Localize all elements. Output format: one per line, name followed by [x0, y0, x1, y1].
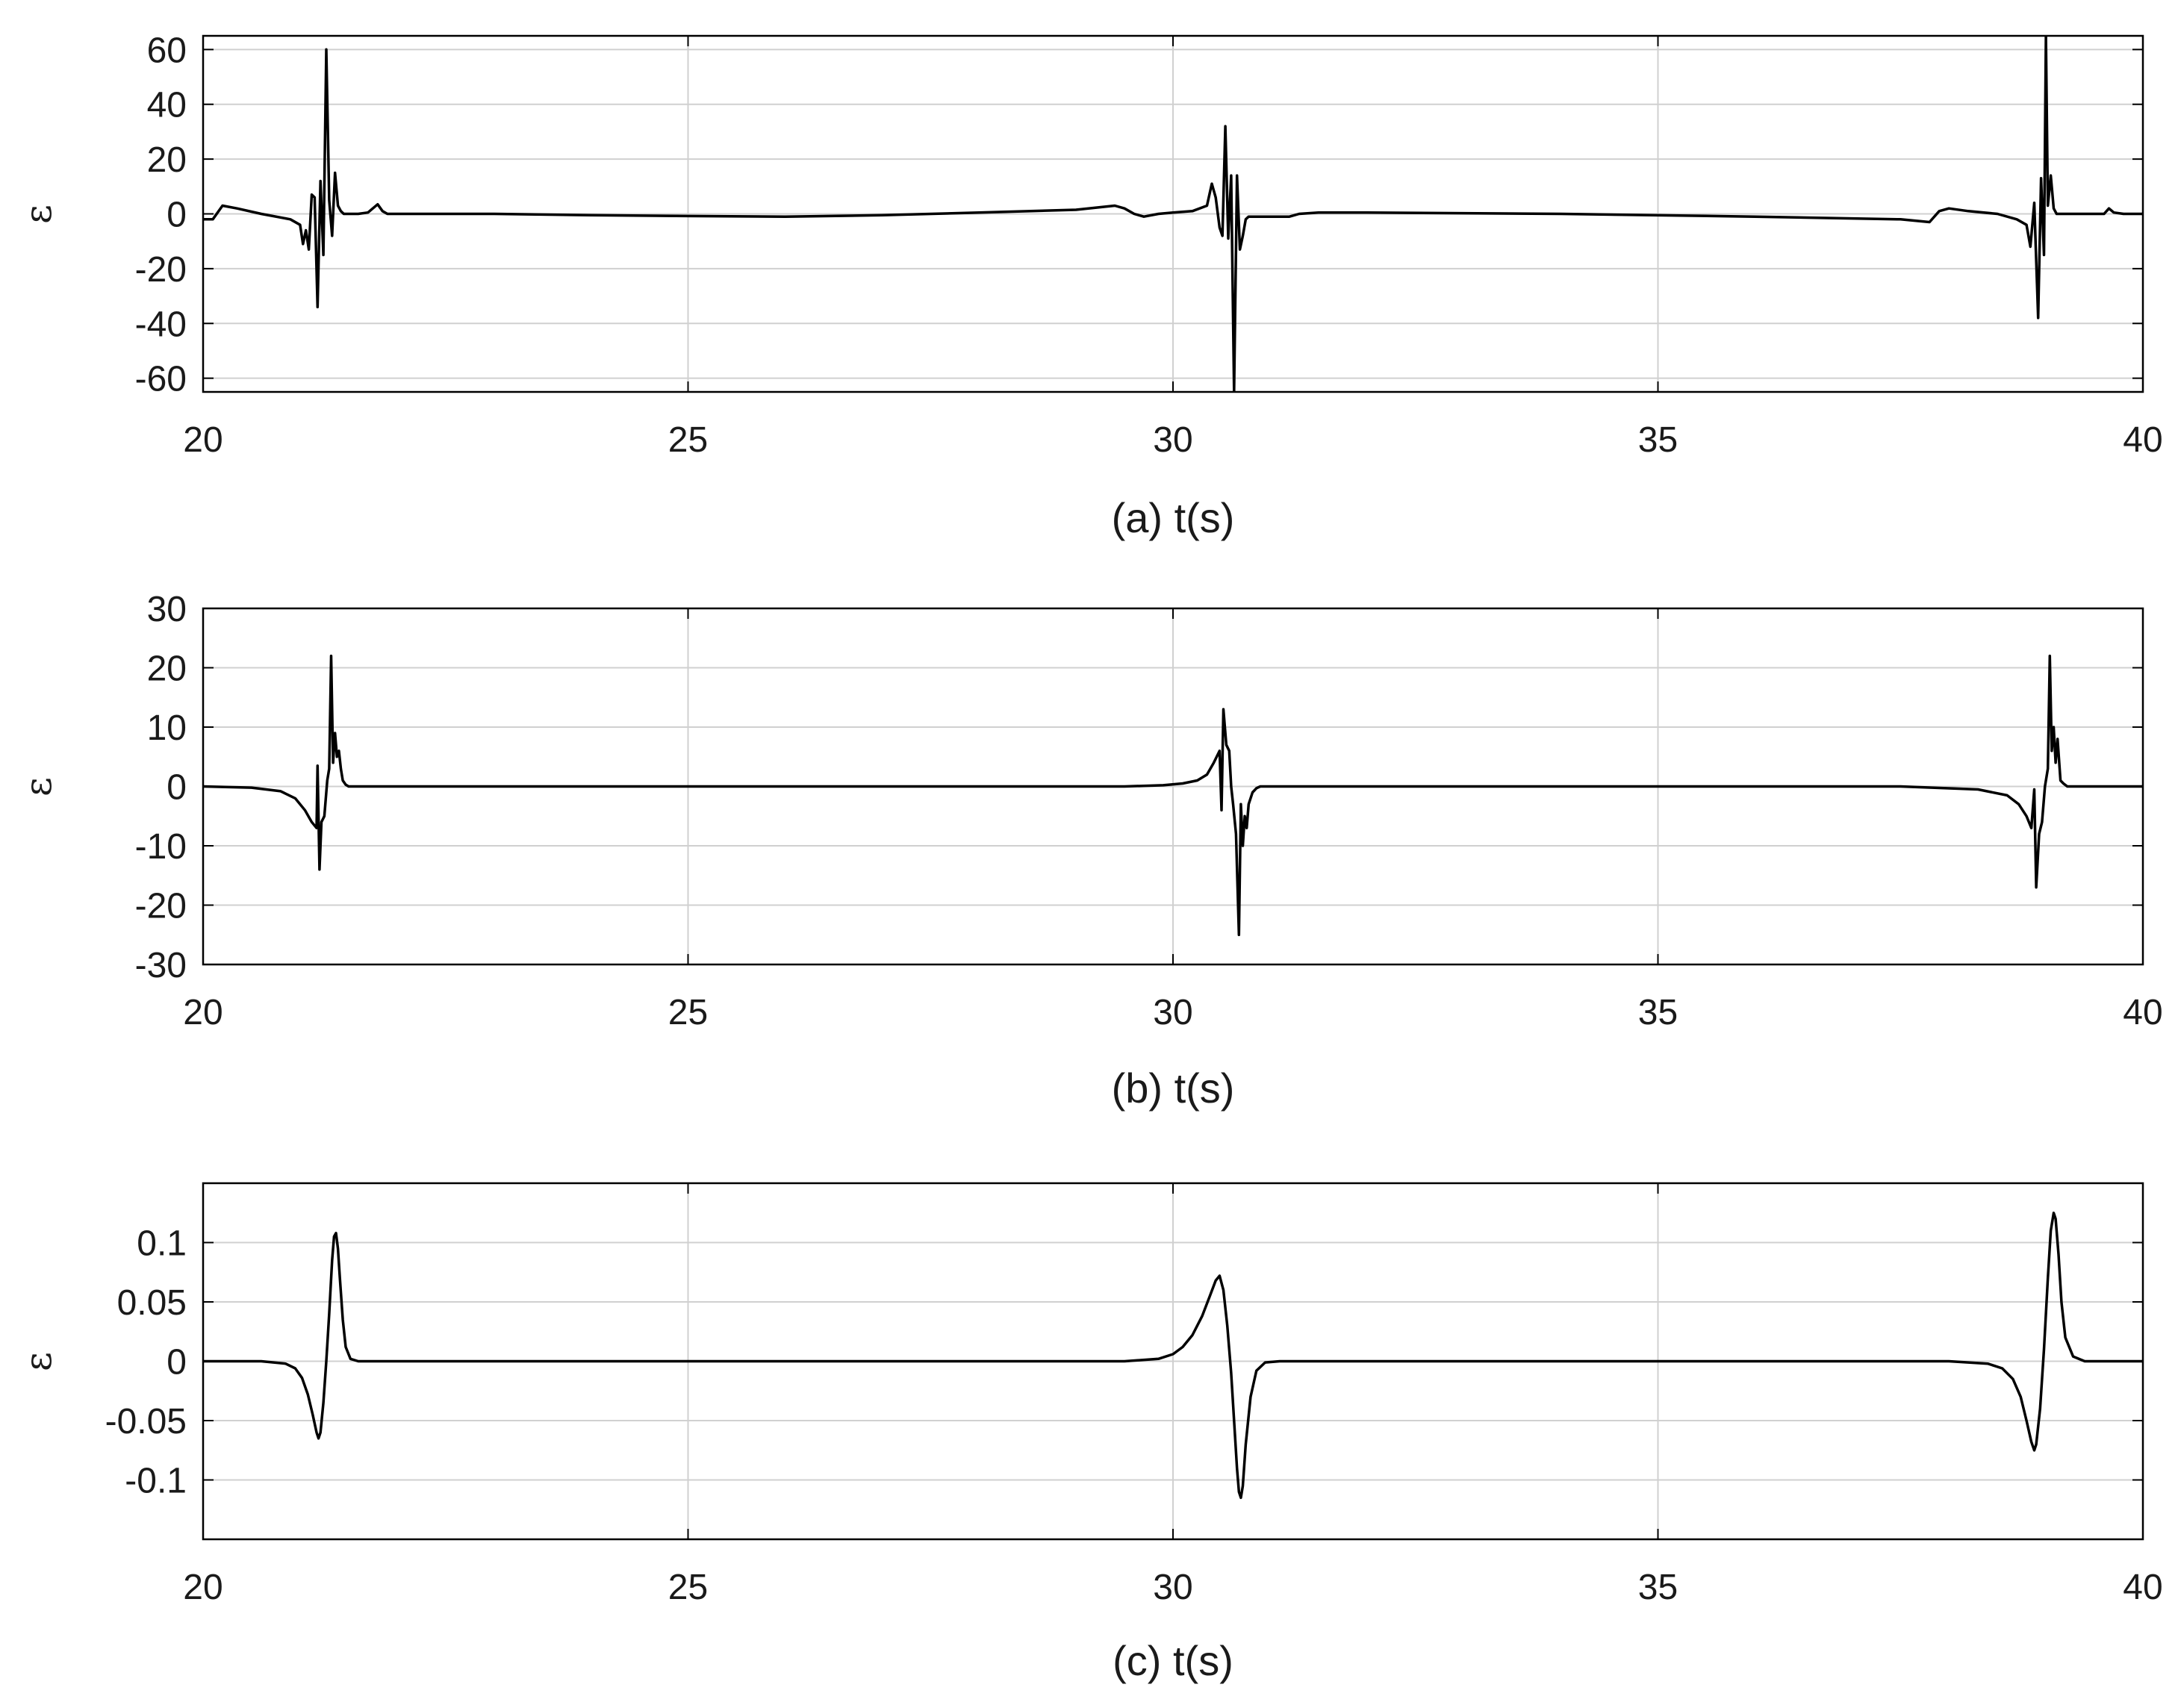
panel-c-ytick-label: 0.1 — [137, 1224, 187, 1264]
panel-c-xtick-label: 40 — [2123, 1568, 2162, 1607]
panel-c-ytick-label: 0 — [167, 1343, 187, 1383]
panel-c-caption: (c) t(s) — [1113, 1637, 1233, 1684]
panel-b-caption: (b) t(s) — [1112, 1065, 1235, 1112]
panel-c: ε (c) t(s) 20 25 30 35 40 -0.1 -0.05 0 0.05 0.1 — [16, 1182, 2163, 1684]
panel-c-ylabel: ε — [16, 1352, 60, 1371]
panel-a-series-line — [203, 36, 2143, 392]
panel-a-ytick-label: 60 — [147, 31, 187, 70]
panel-c-ytick-label: -0.1 — [125, 1462, 187, 1501]
panel-c-xtick-label: 20 — [183, 1568, 223, 1607]
panel-a-caption: (a) t(s) — [1112, 494, 1235, 541]
panel-c-series-line — [203, 1212, 2143, 1500]
panel-b-ylabel: ε — [16, 777, 60, 797]
panel-b-ytick-label: 10 — [147, 708, 187, 748]
panel-a-grid — [202, 36, 2144, 392]
panel-a-ytick-label: -60 — [135, 360, 187, 399]
panel-c-xtick-label: 25 — [668, 1568, 708, 1607]
panel-a-ytick-label: 40 — [147, 86, 187, 125]
panel-b-ytick-label: -30 — [135, 946, 187, 985]
panel-b-ytick-label: -10 — [135, 827, 187, 867]
panel-b-xtick-label: 20 — [183, 993, 223, 1032]
panel-a-ylabel: ε — [16, 205, 60, 224]
panel-b-ytick-label: 20 — [147, 649, 187, 689]
panel-a: ε (a) t(s) 20 25 30 35 40 -60 -40 -20 0 20 40 60 — [16, 31, 2163, 541]
panel-b-plot-frame — [202, 607, 2144, 966]
panel-c-plot-frame — [202, 1182, 2144, 1541]
panel-c-ytick-label: -0.05 — [105, 1402, 187, 1441]
panel-b-ytick-label: 0 — [167, 768, 187, 808]
panel-b-xtick-label: 40 — [2123, 993, 2162, 1032]
panel-b-xtick-label: 25 — [668, 993, 708, 1032]
panel-a-ytick-label: 0 — [167, 196, 187, 235]
panel-a-xtick-label: 30 — [1153, 420, 1192, 460]
panel-a-xtick-label: 35 — [1638, 420, 1678, 460]
panel-c-xtick-label: 35 — [1638, 1568, 1678, 1607]
panel-a-ytick-label: -40 — [135, 305, 187, 344]
panel-b-series-line — [203, 654, 2143, 937]
panel-b-ytick-label: -20 — [135, 887, 187, 926]
panel-b-xtick-label: 30 — [1153, 993, 1192, 1032]
panel-c-ytick-label: 0.05 — [117, 1283, 187, 1323]
panel-a-plot-frame — [202, 34, 2144, 393]
panel-b: ε (b) t(s) 20 25 30 35 40 -30 -20 -10 0 10 20 30 — [16, 590, 2163, 1112]
panel-b-xtick-label: 35 — [1638, 993, 1678, 1032]
panel-a-xtick-label: 40 — [2123, 420, 2162, 460]
panel-b-ytick-label: 30 — [147, 590, 187, 629]
panel-a-xtick-label: 20 — [183, 420, 223, 460]
panel-c-xtick-label: 30 — [1153, 1568, 1192, 1607]
panel-a-ytick-label: 20 — [147, 140, 187, 180]
panel-a-ytick-label: -20 — [135, 250, 187, 290]
panel-a-xtick-label: 25 — [668, 420, 708, 460]
